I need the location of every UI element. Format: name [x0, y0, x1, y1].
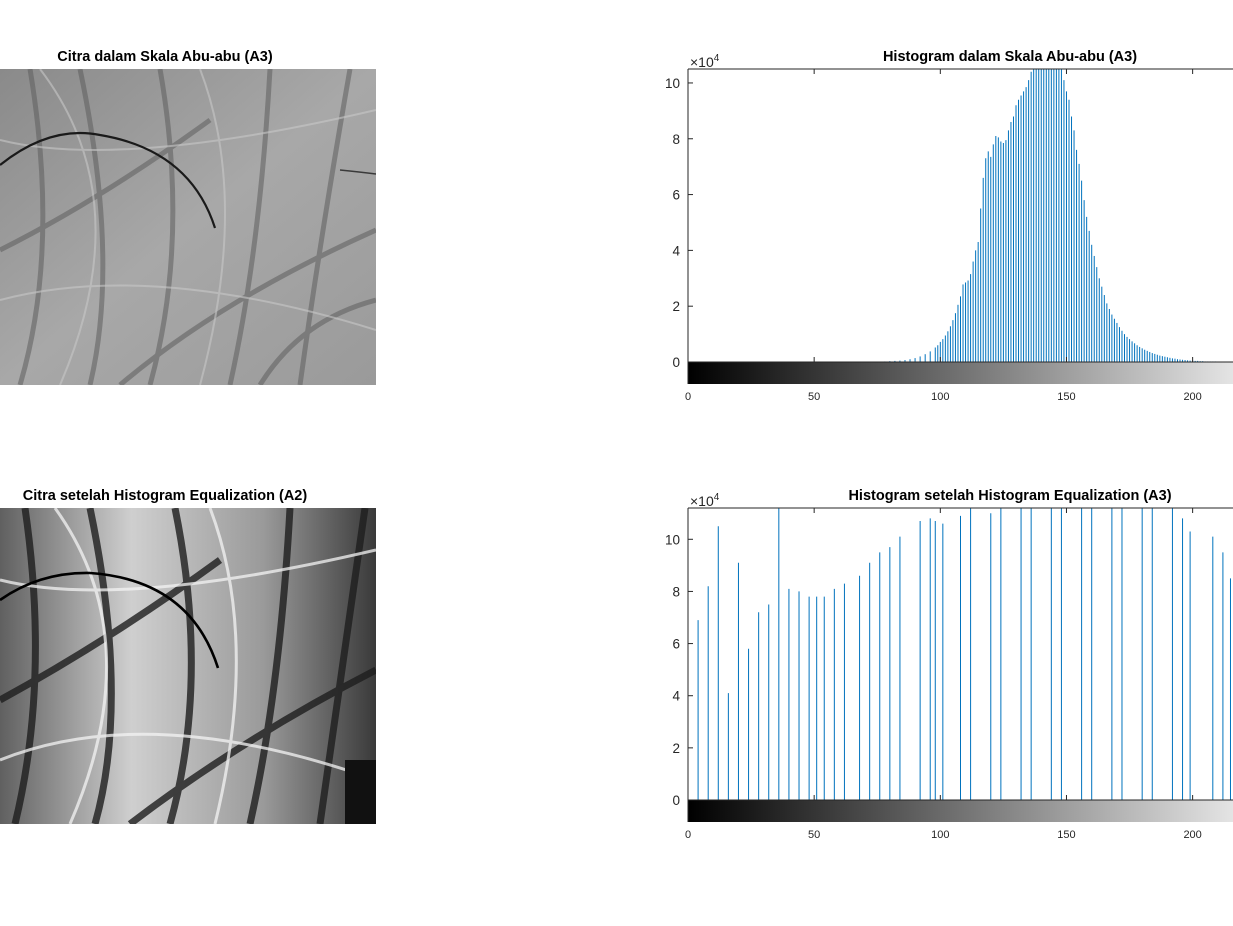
y-tick-label: 2	[672, 741, 680, 756]
bars	[697, 508, 1231, 800]
equalized-image-panel: Citra setelah Histogram Equalization (A2…	[0, 488, 376, 824]
image-title-equalized: Citra setelah Histogram Equalization (A2…	[23, 488, 308, 504]
bars	[884, 69, 1233, 362]
y-tick-label: 10	[665, 532, 680, 547]
image-title-grayscale: Citra dalam Skala Abu-abu (A3)	[57, 49, 273, 65]
histogram-grayscale-chart: Histogram dalam Skala Abu-abu (A3) ×104 …	[665, 49, 1233, 403]
y-axis-exponent: ×104	[690, 53, 720, 70]
histogram-equalized-chart: Histogram setelah Histogram Equalization…	[665, 488, 1233, 841]
x-tick-label: 100	[931, 829, 949, 841]
grayscale-image-panel: Citra dalam Skala Abu-abu (A3)	[0, 49, 376, 385]
chart-title: Histogram setelah Histogram Equalization…	[848, 488, 1171, 504]
grayscale-skin-image	[0, 69, 376, 385]
x-tick-label: 200	[1183, 391, 1201, 403]
x-tick-label: 200	[1183, 829, 1201, 841]
y-tick-label: 4	[672, 243, 680, 258]
y-axis-exponent: ×104	[690, 492, 720, 509]
chart-title: Histogram dalam Skala Abu-abu (A3)	[883, 49, 1137, 65]
x-tick-label: 50	[808, 829, 820, 841]
x-tick-label: 150	[1057, 829, 1075, 841]
y-tick-label: 4	[672, 689, 680, 704]
y-tick-label: 8	[672, 584, 680, 599]
x-tick-label: 100	[931, 391, 949, 403]
y-tick-label: 0	[672, 355, 680, 370]
x-tick-label: 0	[685, 391, 691, 403]
y-tick-label: 6	[672, 188, 680, 203]
x-tick-label: 150	[1057, 391, 1075, 403]
colorbar	[688, 800, 1233, 822]
y-tick-label: 6	[672, 637, 680, 652]
equalized-skin-image	[0, 508, 376, 824]
y-tick-label: 8	[672, 132, 680, 147]
y-tick-label: 0	[672, 793, 680, 808]
x-tick-label: 50	[808, 391, 820, 403]
x-tick-label: 0	[685, 829, 691, 841]
y-tick-label: 2	[672, 299, 680, 314]
colorbar	[688, 362, 1233, 384]
y-tick-label: 10	[665, 76, 680, 91]
